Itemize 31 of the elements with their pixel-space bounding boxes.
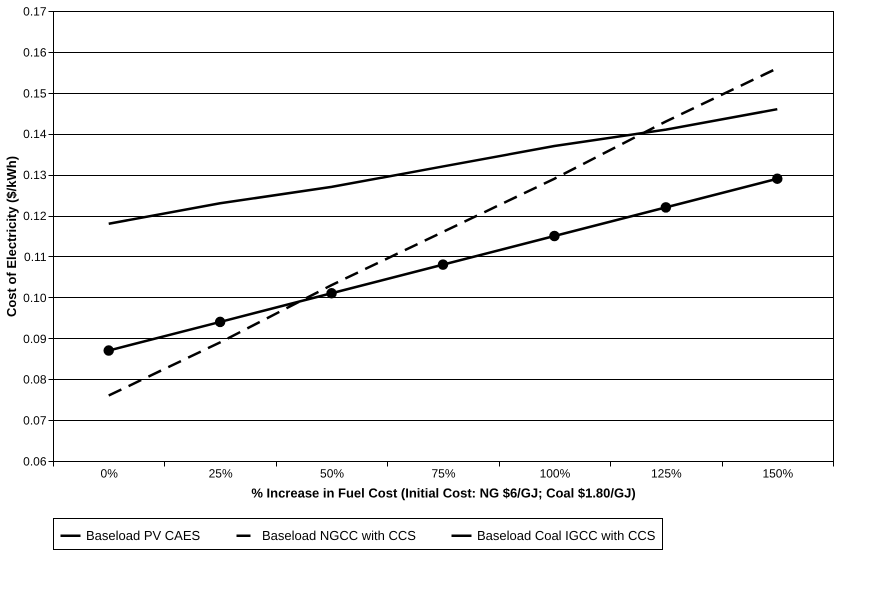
x-tick-label: 0% xyxy=(100,466,118,480)
y-tick-label: 0.09 xyxy=(23,332,47,346)
x-axis-title: % Increase in Fuel Cost (Initial Cost: NG $6/GJ; Coal $1.80/GJ) xyxy=(251,486,636,500)
y-tick-label: 0.11 xyxy=(24,250,47,264)
point xyxy=(103,345,114,356)
y-tick-label: 0.17 xyxy=(23,4,47,18)
y-tick-label: 0.07 xyxy=(23,414,47,428)
y-tick-label: 0.15 xyxy=(23,86,47,100)
y-tick-label: 0.08 xyxy=(23,372,47,387)
legend-label: Baseload Coal IGCC with CCS xyxy=(477,528,656,543)
point xyxy=(549,230,560,242)
y-tick-label: 0.14 xyxy=(23,127,47,142)
x-tick-label: 50% xyxy=(320,466,344,480)
y-tick-label: 0.12 xyxy=(23,209,47,224)
point xyxy=(660,202,672,213)
y-tick-label: 0.13 xyxy=(23,168,47,182)
x-tick-label: 150% xyxy=(762,466,794,480)
y-tick-label: 0.10 xyxy=(23,290,47,305)
y-tick-label: 0.06 xyxy=(23,454,47,468)
point xyxy=(438,259,448,270)
y-axis-title: Cost of Electricity ($/kWh) xyxy=(4,156,20,318)
x-tick-label: 100% xyxy=(540,466,571,480)
point xyxy=(326,288,337,299)
legend-label: Baseload NGCC with CCS xyxy=(262,528,416,543)
legend-label: Baseload PV CAES xyxy=(86,528,201,543)
point xyxy=(772,173,783,184)
point xyxy=(214,316,226,328)
y-tick-label: 0.16 xyxy=(23,45,47,60)
x-tick-label: 75% xyxy=(431,466,456,480)
x-tick-label: 25% xyxy=(208,466,233,480)
x-tick-label: 125% xyxy=(651,466,682,480)
